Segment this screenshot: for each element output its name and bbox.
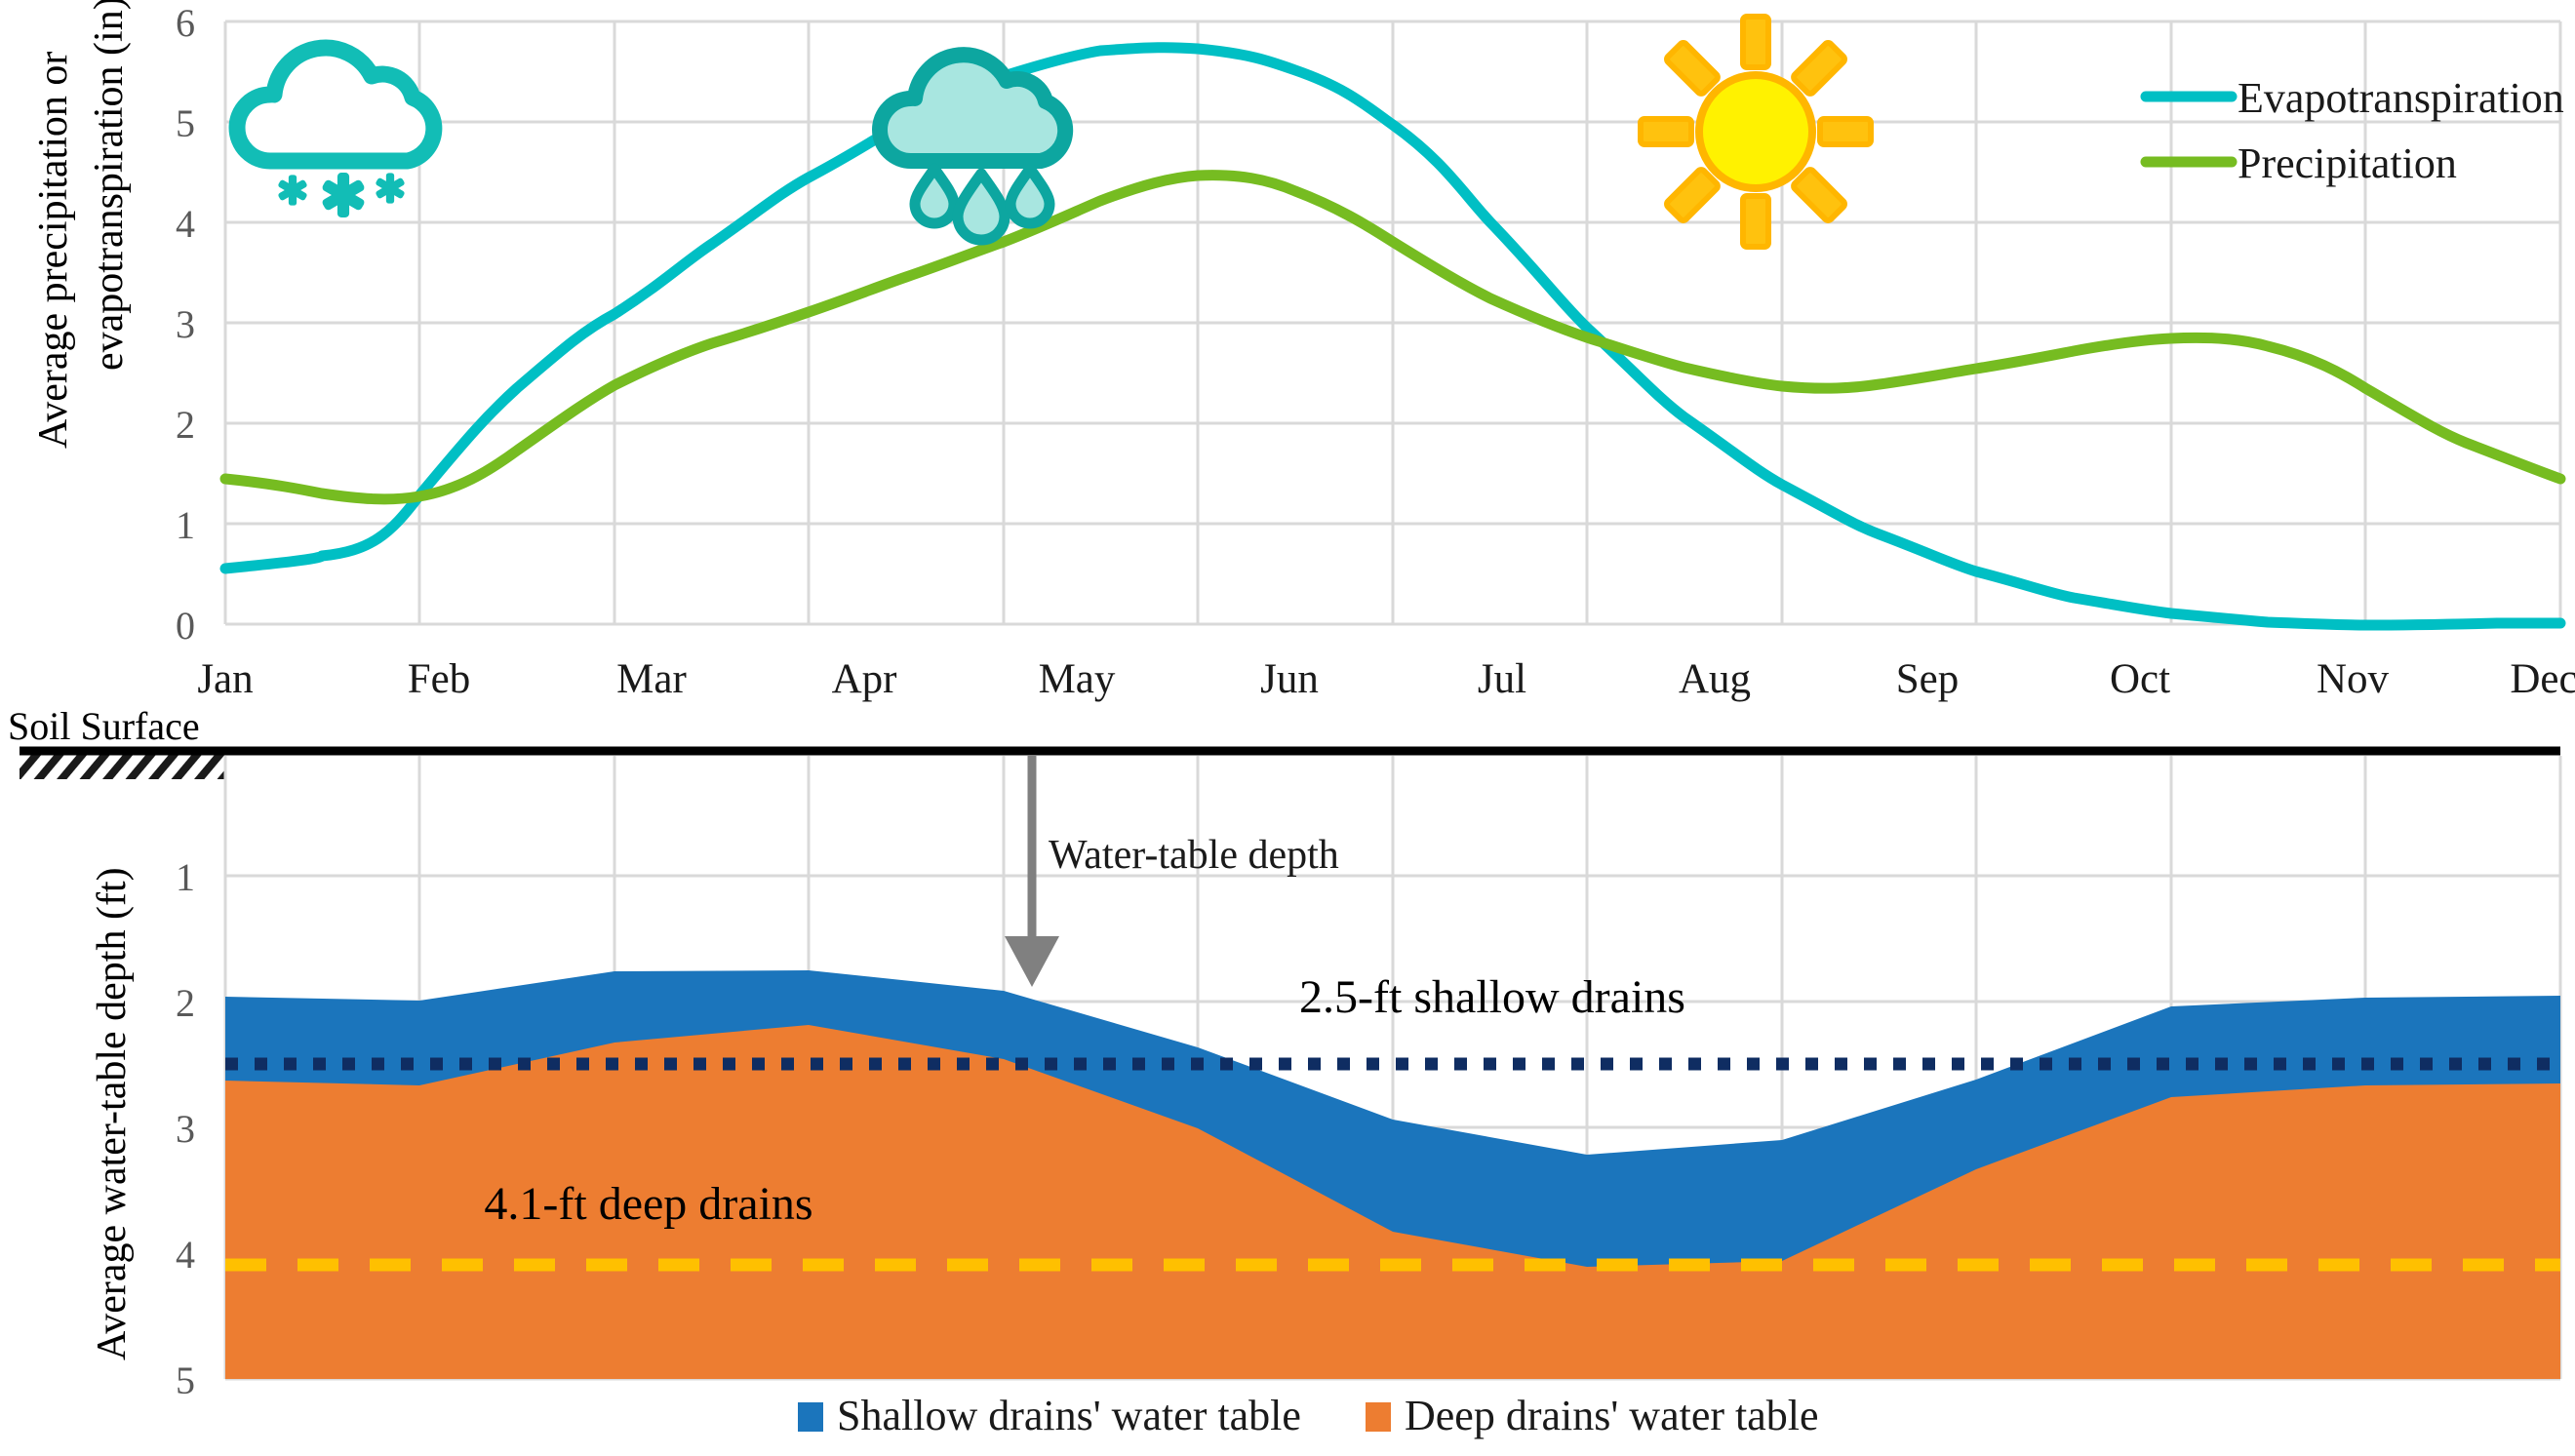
bottom-y-tick-4: 4 bbox=[176, 1233, 195, 1277]
top-y-axis-title-line2: evapotranspiration (in) bbox=[87, 0, 132, 371]
soil-hatch-pattern bbox=[20, 753, 224, 779]
bottom-y-tick-labels: 1 2 3 4 5 bbox=[176, 855, 195, 1402]
top-y-axis-title: Average precipitation or evapotranspirat… bbox=[31, 0, 132, 449]
water-table-depth-label: Water-table depth bbox=[1049, 833, 1339, 878]
rain-cloud-icon bbox=[872, 47, 1074, 246]
x-tick-jul: Jul bbox=[1478, 656, 1526, 702]
snow-cloud-icon bbox=[228, 39, 443, 217]
top-y-tick-1: 1 bbox=[176, 503, 195, 547]
bottom-panel: Soil Surface bbox=[8, 704, 2562, 1439]
deep-water-table-area bbox=[225, 1025, 2560, 1379]
top-y-tick-6: 6 bbox=[176, 1, 195, 45]
x-tick-nov: Nov bbox=[2317, 656, 2390, 702]
x-tick-jun: Jun bbox=[1260, 656, 1319, 702]
x-tick-jan: Jan bbox=[197, 656, 253, 702]
legend-label-precipitation: Precipitation bbox=[2238, 139, 2457, 187]
bottom-y-tick-3: 3 bbox=[176, 1107, 195, 1151]
x-tick-may: May bbox=[1039, 656, 1116, 702]
bottom-y-tick-2: 2 bbox=[176, 981, 195, 1025]
top-y-tick-4: 4 bbox=[176, 202, 195, 246]
shallow-drains-label: 2.5-ft shallow drains bbox=[1299, 971, 1685, 1023]
top-x-tick-labels: Jan Feb Mar Apr May Jun Jul Aug Sep Oct … bbox=[197, 656, 2575, 702]
legend-label-evapotranspiration: Evapotranspiration bbox=[2238, 74, 2564, 122]
bottom-y-axis-title: Average water-table depth (ft) bbox=[90, 867, 135, 1360]
evapotranspiration-line bbox=[219, 42, 2566, 631]
top-panel: 6 5 4 3 2 1 0 Average precipitation or e… bbox=[31, 0, 2575, 702]
deep-drains-label: 4.1-ft deep drains bbox=[484, 1178, 812, 1230]
soil-surface-label: Soil Surface bbox=[8, 704, 200, 748]
legend-label-shallow-water-table: Shallow drains' water table bbox=[837, 1392, 1301, 1439]
top-y-tick-0: 0 bbox=[176, 604, 195, 648]
bottom-legend: Shallow drains' water table Deep drains'… bbox=[798, 1392, 1819, 1439]
x-tick-oct: Oct bbox=[2110, 656, 2170, 702]
top-legend: Evapotranspiration Precipitation bbox=[2140, 74, 2564, 187]
x-tick-apr: Apr bbox=[832, 656, 897, 702]
x-tick-aug: Aug bbox=[1679, 656, 1751, 702]
x-tick-sep: Sep bbox=[1896, 656, 1960, 702]
x-tick-feb: Feb bbox=[408, 656, 471, 702]
water-table-depth-arrow bbox=[1005, 756, 1059, 987]
bottom-y-tick-5: 5 bbox=[176, 1358, 195, 1402]
precipitation-line bbox=[219, 170, 2566, 505]
legend-swatch-shallow-water-table bbox=[798, 1402, 823, 1432]
x-tick-dec: Dec bbox=[2510, 656, 2575, 702]
top-y-tick-3: 3 bbox=[176, 302, 195, 346]
top-y-axis-title-line1: Average precipitation or bbox=[31, 52, 76, 449]
top-gridlines bbox=[223, 20, 2562, 626]
bottom-y-tick-1: 1 bbox=[176, 855, 195, 899]
top-y-tick-labels: 6 5 4 3 2 1 0 bbox=[176, 1, 195, 648]
legend-label-deep-water-table: Deep drains' water table bbox=[1405, 1392, 1819, 1439]
top-y-tick-5: 5 bbox=[176, 101, 195, 145]
x-tick-mar: Mar bbox=[616, 656, 687, 702]
sun-icon bbox=[1638, 14, 1874, 250]
top-y-tick-2: 2 bbox=[176, 403, 195, 447]
legend-swatch-deep-water-table bbox=[1366, 1402, 1391, 1432]
